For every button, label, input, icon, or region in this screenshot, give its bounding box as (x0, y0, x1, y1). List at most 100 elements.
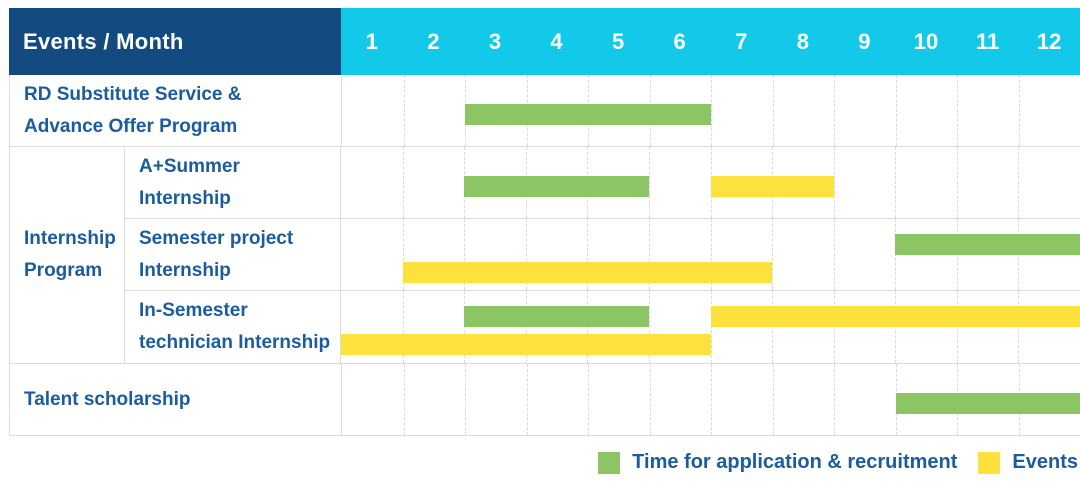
month-header-1: 1 (365, 28, 378, 54)
month-header-5: 5 (611, 28, 625, 54)
month-gridline (648, 219, 650, 290)
month-gridline (1018, 291, 1020, 363)
month-gridline (895, 291, 897, 363)
talent-scholarship-row-label: Talent scholarship (10, 364, 342, 435)
month-gridline (587, 219, 589, 290)
rd-substitute-service-row: RD Substitute Service & Advance Offer Pro… (10, 75, 1080, 147)
month-gridline (1018, 75, 1020, 146)
row-label-line: Semester project (139, 227, 294, 249)
gantt-bar-recruitment (464, 306, 649, 327)
in-semester-technician-internship-row: In-Semester technician Internship (125, 291, 1080, 363)
month-gridline (465, 364, 466, 435)
month-gridline (464, 291, 466, 363)
month-gridline (772, 364, 774, 435)
legend-label-event: Events (1012, 451, 1078, 473)
month-header-11: 11 (975, 28, 1000, 54)
month-gridline (1018, 147, 1020, 218)
row-label-line: In-Semester (139, 300, 248, 321)
gantt-bar-recruitment (465, 104, 711, 125)
legend-label-recruitment: Time for application & recruitment (632, 451, 958, 473)
gantt-bar-recruitment (895, 393, 1080, 414)
month-gridline (895, 147, 897, 218)
month-gridline (772, 291, 774, 363)
rd-substitute-service-row-chart-area (342, 75, 1080, 146)
legend-swatch-recruitment (598, 451, 621, 474)
month-header-12: 12 (1036, 28, 1062, 54)
a-plus-summer-internship-row-chart-area (341, 147, 1080, 218)
legend-swatch-event (978, 451, 1001, 474)
month-header-9: 9 (858, 28, 871, 54)
month-header-8: 8 (796, 28, 809, 54)
legend-item-recruitment: Time for application & recruitment (598, 451, 957, 474)
month-gridline (833, 219, 835, 290)
month-gridline (772, 219, 774, 290)
month-gridline (525, 219, 527, 290)
month-header-6: 6 (673, 28, 686, 54)
gantt-table: Events / Month 1 2 3 4 5 6 7 8 9 10 11 12 RD Substi… (9, 8, 1080, 436)
month-gridline (403, 75, 405, 146)
talent-scholarship-row-chart-area (342, 364, 1080, 435)
row-label-line: Internship (139, 259, 231, 281)
events-month-header: Events / Month (9, 8, 341, 75)
row-label-line: RD Substitute Service & (24, 83, 242, 105)
gantt-bar-recruitment (895, 234, 1080, 255)
gantt-bar-recruitment (464, 176, 649, 197)
month-header-4: 4 (550, 28, 563, 54)
month-gridline (402, 147, 404, 218)
gantt-header-row: Events / Month 1 2 3 4 5 6 7 8 9 10 11 12 (9, 8, 1080, 75)
gantt-bar-event (341, 334, 711, 355)
legend: Time for application & recruitment Events (577, 451, 1078, 474)
month-gridline (588, 364, 589, 435)
month-gridline (834, 75, 835, 146)
month-gridline (648, 147, 650, 218)
month-gridline (403, 364, 405, 435)
month-gridline (525, 291, 527, 363)
month-gridline (956, 147, 958, 218)
gantt-bar-event (710, 176, 834, 197)
talent-scholarship-row: Talent scholarship (10, 364, 1080, 436)
gantt-body: RD Substitute Service & Advance Offer Pro… (9, 75, 1080, 436)
row-label-line: technician Internship (139, 332, 331, 353)
month-gridline (772, 75, 774, 146)
month-header-10: 10 (913, 28, 939, 54)
month-gridline (895, 75, 897, 146)
month-gridline (649, 364, 651, 435)
row-label-line: Program (24, 260, 103, 281)
rd-substitute-service-row-label: RD Substitute Service & Advance Offer Pro… (10, 75, 342, 146)
month-gridline (957, 75, 958, 146)
month-gridline (587, 291, 589, 363)
month-gridline (464, 219, 466, 290)
internship-program-group-subrows: A+Summer Internship Semester project Intern… (125, 147, 1080, 363)
gantt-bar-event (402, 262, 773, 283)
row-label-line: A+Summer (139, 155, 240, 177)
month-header-2: 2 (427, 28, 440, 54)
month-gridline (402, 219, 404, 290)
row-label-line: Internship (139, 187, 231, 209)
semester-project-internship-row: Semester project Internship (125, 219, 1080, 291)
semester-project-internship-row-chart-area (341, 219, 1080, 290)
month-header-strip: 1 2 3 4 5 6 7 8 9 10 11 12 (341, 8, 1080, 75)
month-gridline (833, 147, 835, 218)
internship-program-group-label: Internship Program (10, 147, 125, 363)
gantt-bar-event (710, 306, 1080, 327)
month-gridline (834, 364, 835, 435)
month-header-3: 3 (488, 28, 502, 54)
month-gridline (648, 291, 650, 363)
in-semester-technician-internship-row-chart-area (341, 291, 1080, 363)
month-gridline (526, 364, 528, 435)
month-gridline (710, 219, 712, 290)
row-label-line: Advance Offer Program (24, 115, 238, 137)
legend-item-event: Events (978, 451, 1078, 474)
in-semester-technician-internship-row-label: In-Semester technician Internship (125, 291, 341, 363)
month-header-7: 7 (735, 28, 748, 54)
month-gridline (711, 75, 712, 146)
row-label-line: Internship (24, 228, 116, 249)
internship-program-group: Internship Program A+Summer Internship Semes… (10, 147, 1080, 364)
a-plus-summer-internship-row: A+Summer Internship (125, 147, 1080, 219)
a-plus-summer-internship-row-label: A+Summer Internship (125, 147, 341, 218)
semester-project-internship-row-label: Semester project Internship (125, 219, 341, 290)
month-gridline (956, 291, 958, 363)
month-gridline (711, 364, 712, 435)
month-gridline (833, 291, 835, 363)
